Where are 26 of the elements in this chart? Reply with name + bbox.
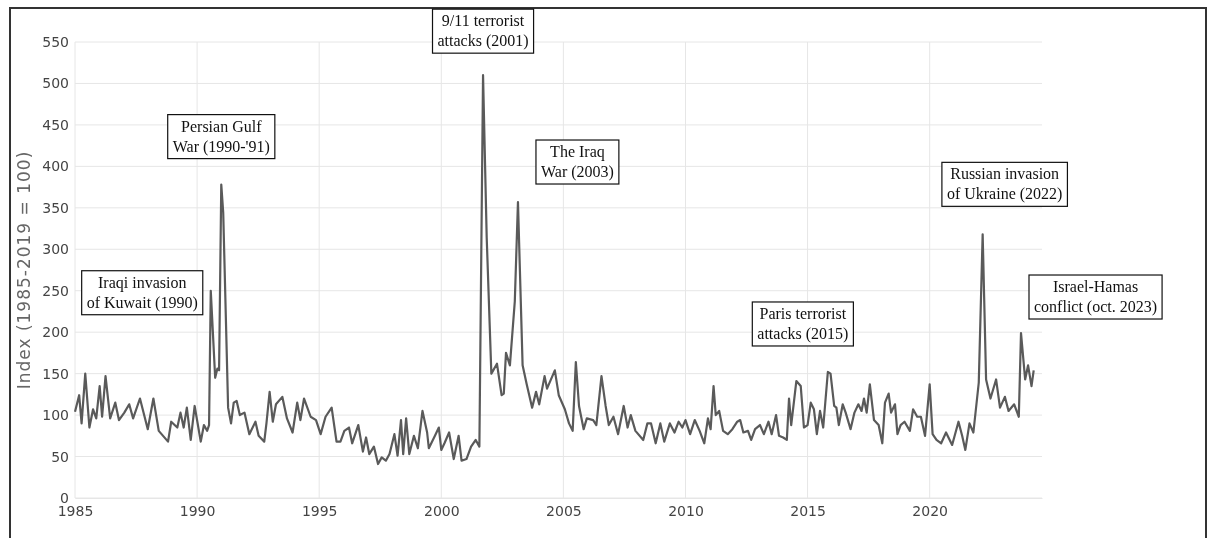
annotation: 9/11 terrorist attacks (2001) [437,12,529,51]
annotation: Russian invasion of Ukraine (2022) [946,165,1063,204]
x-tick-label: 2010 [668,502,704,519]
y-tick-label: 550 [42,33,69,50]
y-tick-label: 400 [42,158,69,175]
y-tick-label: 50 [51,448,69,465]
x-tick-label: 2020 [912,502,948,519]
y-axis-title: Index (1985-2019 = 100) [14,150,34,390]
y-tick-label: 200 [42,324,69,341]
y-tick-label: 300 [42,241,69,258]
y-tick-label: 100 [42,407,69,424]
annotation: Paris terrorist attacks (2015) [757,304,849,343]
x-tick-label: 2015 [790,502,826,519]
x-tick-label: 1995 [301,502,338,519]
x-tick-label: 2000 [423,502,460,519]
y-tick-label: 500 [42,75,69,92]
annotation: The Iraq War (2003) [540,143,614,182]
y-tick-label: 250 [42,282,69,299]
x-tick-label: 1990 [179,502,216,519]
y-tick-label: 450 [42,116,69,133]
y-tick-label: 350 [42,199,69,216]
y-tick-label: 150 [42,365,69,382]
annotation: Israel-Hamas conflict (oct. 2023) [1034,278,1158,317]
annotation: Iraqi invasion of Kuwait (1990) [86,273,198,312]
annotation: Persian Gulf War (1990-'91) [172,117,270,156]
x-tick-label: 2005 [546,502,582,519]
